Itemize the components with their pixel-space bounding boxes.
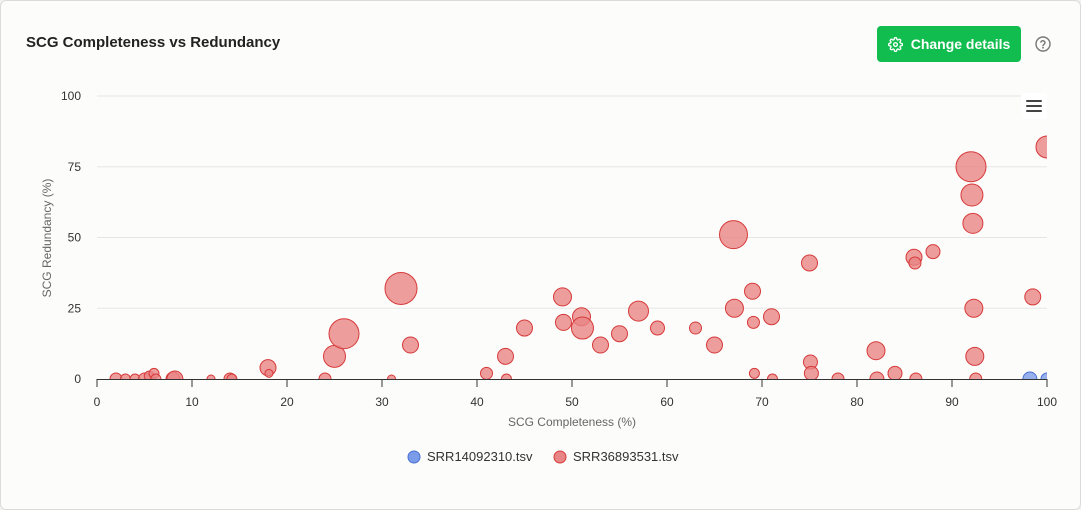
data-point [801, 254, 818, 272]
data-point [628, 300, 649, 322]
data-point [969, 372, 983, 379]
data-point [109, 372, 123, 379]
data-point [962, 212, 984, 234]
x-tick-label: 90 [945, 395, 959, 409]
data-point [724, 298, 744, 318]
data-point [611, 325, 628, 343]
data-point [866, 341, 886, 361]
data-point [960, 183, 984, 207]
data-point [500, 373, 512, 379]
data-point [387, 374, 396, 379]
data-point [925, 244, 941, 260]
y-tick-label: 25 [68, 301, 82, 315]
legend-marker [407, 450, 421, 464]
data-point [908, 256, 922, 270]
data-point [748, 367, 760, 379]
x-tick-label: 10 [185, 395, 199, 409]
data-point [763, 308, 780, 326]
data-point [497, 347, 514, 365]
points-layer [109, 135, 1047, 379]
menu-bar [1026, 105, 1042, 107]
chart-menu-icon[interactable] [1021, 93, 1047, 119]
data-point [746, 315, 760, 329]
axis-layer: 0 25 50 75 100 0 10 20 30 40 50 60 70 80 90 100 [61, 89, 1057, 409]
data-point [1024, 288, 1042, 306]
data-point [650, 320, 665, 336]
data-point [318, 372, 332, 379]
data-point [689, 321, 702, 335]
data-point [129, 373, 141, 379]
data-point [869, 371, 885, 379]
x-tick-label: 70 [755, 395, 769, 409]
data-point [120, 373, 131, 379]
data-point [150, 373, 162, 379]
grid-layer [97, 95, 1047, 309]
data-point [887, 365, 903, 379]
legend-label[interactable]: SRR36893531.tsv [573, 449, 679, 464]
y-axis-title: SCG Redundancy (%) [40, 179, 54, 298]
data-point [803, 365, 819, 379]
menu-bar [1026, 110, 1042, 112]
data-point [570, 316, 594, 340]
change-details-button[interactable]: Change details [877, 26, 1021, 62]
data-point [592, 336, 609, 354]
data-point [554, 313, 572, 331]
y-tick-label: 75 [68, 160, 82, 174]
help-circle-icon[interactable] [1034, 35, 1052, 53]
legend-marker [553, 450, 567, 464]
x-tick-label: 0 [94, 395, 101, 409]
data-point [744, 282, 761, 300]
legend-label[interactable]: SRR14092310.tsv [427, 449, 533, 464]
data-point [553, 287, 572, 307]
y-tick-label: 0 [74, 372, 81, 386]
x-tick-label: 100 [1037, 395, 1057, 409]
data-point [719, 220, 748, 250]
data-point [384, 271, 418, 305]
data-point [964, 298, 984, 318]
x-tick-label: 80 [850, 395, 864, 409]
data-point [516, 319, 533, 337]
data-point [909, 372, 923, 379]
y-tick-label: 100 [61, 89, 81, 103]
x-axis-title: SCG Completeness (%) [508, 415, 636, 429]
change-details-label: Change details [910, 36, 1011, 52]
x-tick-label: 30 [375, 395, 389, 409]
data-point [965, 346, 985, 366]
data-point [264, 368, 274, 378]
x-tick-label: 20 [280, 395, 294, 409]
data-point [766, 373, 778, 379]
data-point [206, 374, 216, 379]
data-point [1022, 371, 1038, 379]
data-point [831, 372, 845, 379]
data-point [706, 336, 723, 354]
data-point [1040, 372, 1047, 379]
x-tick-label: 50 [565, 395, 579, 409]
data-point [328, 318, 360, 350]
x-tick-label: 40 [470, 395, 484, 409]
chart-title: SCG Completeness vs Redundancy [26, 34, 281, 51]
data-point [1035, 135, 1047, 159]
data-point [480, 366, 493, 379]
y-tick-label: 50 [68, 231, 82, 245]
data-point [226, 373, 238, 379]
gear-icon [887, 36, 903, 52]
legend[interactable]: SRR14092310.tsv SRR36893531.tsv [407, 449, 679, 464]
x-tick-label: 60 [660, 395, 674, 409]
data-point [955, 151, 987, 183]
menu-bar [1026, 100, 1042, 102]
data-point [166, 370, 184, 379]
data-point [402, 336, 419, 354]
